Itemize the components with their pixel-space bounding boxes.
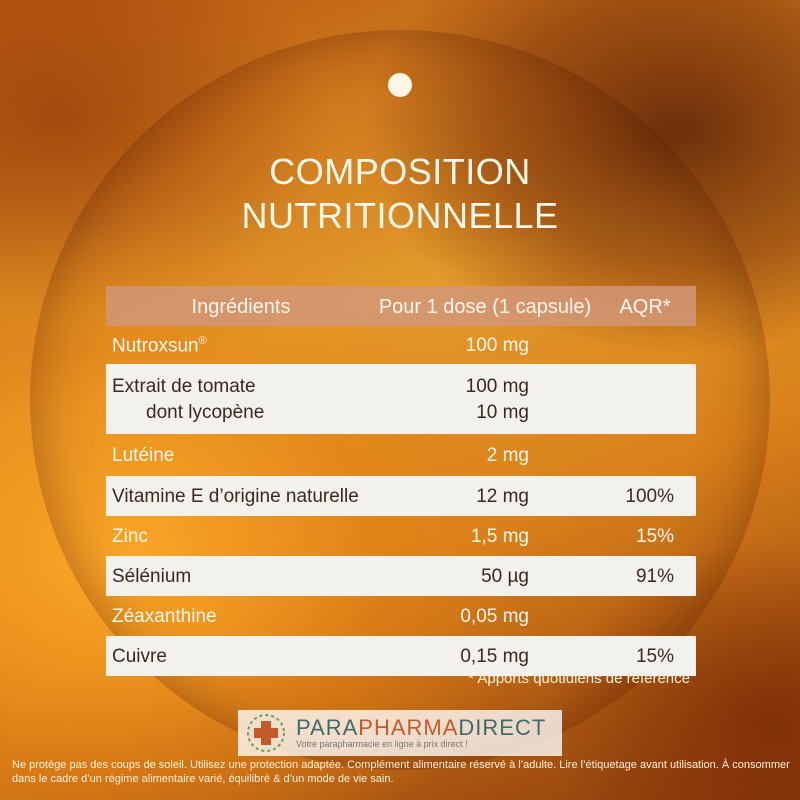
header-ingredients: Ingrédients <box>191 295 291 318</box>
ingredient-name: Cuivre <box>112 646 167 667</box>
registered-mark: ® <box>198 334 207 347</box>
aqr-value <box>529 366 696 434</box>
ingredient-name: Zéaxanthine <box>112 606 217 627</box>
parapharmadirect-logo: PARAPHARMADIRECT Votre parapharmacie en … <box>238 710 562 756</box>
aqr-value: 15% <box>635 646 674 667</box>
table-row: Zinc 1,5 mg 15% <box>106 516 696 556</box>
page-title-line2: NUTRITIONNELLE <box>241 195 559 236</box>
table-row: Vitamine E d’origine naturelle 12 mg 100… <box>106 476 696 516</box>
dose-value: 1,5 mg <box>470 526 529 547</box>
header-aqr: AQR* <box>619 295 671 318</box>
table-header: Ingrédients Pour 1 dose (1 capsule) AQR* <box>106 286 696 326</box>
sub-ingredient-name: dont lycopène <box>146 402 265 423</box>
dose-value: 0,05 mg <box>460 606 529 627</box>
dose-value: 100 mg <box>465 335 529 356</box>
ingredient-name: Sélénium <box>112 566 192 587</box>
ingredient-name: Nutroxsun <box>112 335 199 357</box>
table-row: Extrait de tomate dont lycopène 100 mg 1… <box>106 364 696 434</box>
table-row: Zéaxanthine 0,05 mg <box>106 596 696 636</box>
ingredient-name: Extrait de tomate <box>112 376 256 397</box>
header-dose: Pour 1 dose (1 capsule) <box>378 295 592 318</box>
table-row: Sélénium 50 µg 91% <box>106 556 696 596</box>
dose-value: 12 mg <box>476 486 529 507</box>
logo-tagline: Votre parapharmacie en ligne à prix dire… <box>296 739 468 749</box>
footnote: * Apports quotidiens de référence <box>468 670 690 687</box>
pharmacy-cross-icon <box>246 713 286 753</box>
logo-text-direct: DIRECT <box>458 715 547 740</box>
table-row: Nutroxsun® 100 mg <box>106 326 696 364</box>
table-row: Lutéine 2 mg <box>106 434 696 476</box>
dose-value: 50 µg <box>481 566 529 587</box>
disclaimer-text: Ne protège pas des coups de soleil. Util… <box>12 759 790 785</box>
aqr-value: 100% <box>625 486 674 507</box>
dose-value: 0,15 mg <box>460 646 529 667</box>
dose-value: 100 mg <box>465 376 529 397</box>
logo-text-pharma: PHARMA <box>358 715 459 740</box>
aqr-value: 15% <box>635 526 674 547</box>
aqr-value: 91% <box>635 566 674 587</box>
ingredient-name: Zinc <box>112 526 148 547</box>
sub-dose-value: 10 mg <box>476 402 529 423</box>
ingredient-name: Vitamine E d’origine naturelle <box>112 486 359 507</box>
ingredient-name: Lutéine <box>112 445 175 466</box>
nutrition-table: Ingrédients Pour 1 dose (1 capsule) AQR*… <box>106 286 696 676</box>
dose-value: 2 mg <box>486 445 529 466</box>
page-title-line1: COMPOSITION <box>269 151 531 192</box>
table-row: Cuivre 0,15 mg 15% <box>106 636 696 676</box>
logo-text-para: PARA <box>296 715 359 740</box>
dot-icon <box>388 73 412 97</box>
